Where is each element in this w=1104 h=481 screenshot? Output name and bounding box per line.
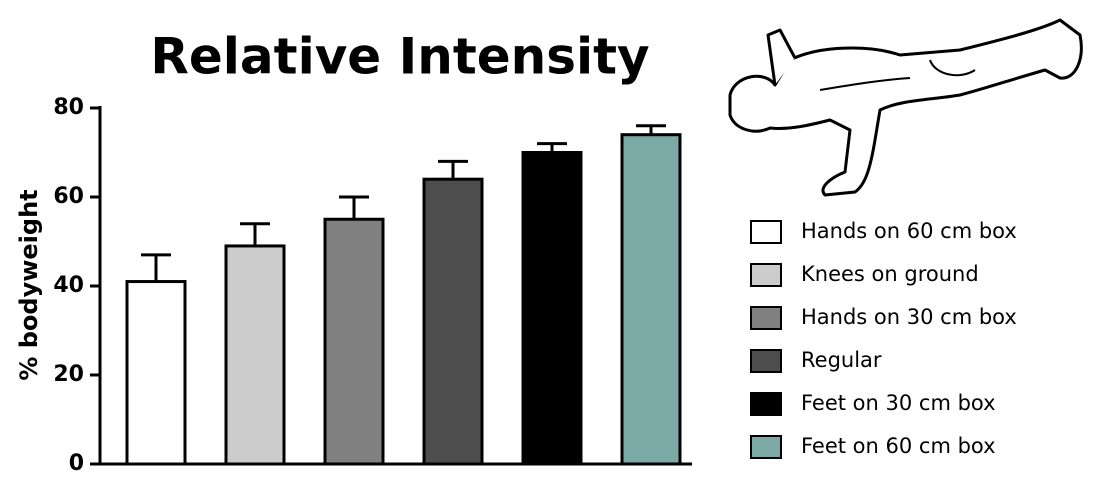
y-tick-label: 0: [69, 451, 84, 476]
bar: [323, 217, 385, 466]
y-tick-label: 20: [53, 362, 84, 387]
legend-label: Hands on 60 cm box: [801, 219, 1017, 243]
bar: [422, 177, 484, 466]
bar: [521, 151, 583, 466]
y-axis-label: % bodyweight: [15, 189, 43, 380]
legend-label: Regular: [801, 348, 882, 372]
legend-swatch: [750, 392, 782, 416]
y-tick-label: 80: [53, 95, 84, 120]
pushup-illustration: [728, 18, 1083, 197]
bar: [224, 244, 286, 466]
y-tick-label: 60: [53, 184, 84, 209]
legend-label: Feet on 30 cm box: [801, 391, 996, 415]
legend-label: Knees on ground: [801, 262, 979, 286]
legend-swatch: [750, 435, 782, 459]
y-tick-label: 40: [53, 273, 84, 298]
legend-swatch: [750, 349, 782, 373]
legend-label: Feet on 60 cm box: [801, 434, 996, 458]
chart-title: Relative Intensity: [150, 28, 649, 86]
bar: [125, 280, 187, 466]
bar: [620, 133, 682, 466]
legend-swatch: [750, 263, 782, 287]
legend-swatch: [750, 306, 782, 330]
legend-swatch: [750, 220, 782, 244]
legend-label: Hands on 30 cm box: [801, 305, 1017, 329]
